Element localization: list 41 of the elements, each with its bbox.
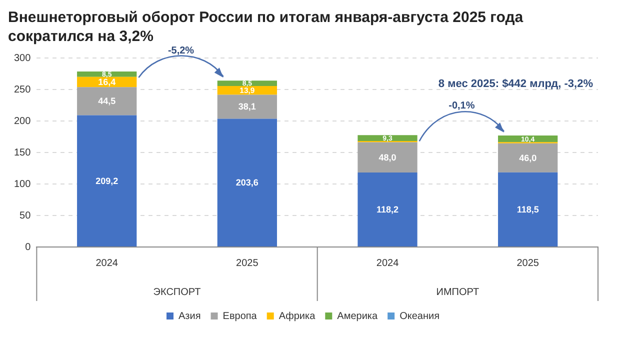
bar	[358, 135, 418, 142]
legend-label: Азия	[178, 310, 201, 322]
y-tick-label: 200	[14, 116, 32, 127]
data-label: 48,0	[378, 152, 396, 162]
data-label: 38,1	[238, 102, 256, 112]
y-tick-label: 300	[14, 52, 32, 64]
legend-label: Африка	[278, 310, 316, 322]
annotation: -0,1%	[448, 100, 475, 112]
x-tick-label: 2025	[516, 258, 540, 269]
x-tick-label: 2025	[236, 258, 259, 269]
data-label: 44,5	[98, 96, 116, 106]
bar	[498, 172, 558, 246]
data-label: 203,6	[236, 178, 258, 188]
x-tick-label: 2024	[96, 258, 118, 269]
legend-label: Америка	[337, 310, 378, 322]
annotation: 8 мес 2025: $442 млрд, -3,2%	[438, 78, 594, 90]
legend-label: Европа	[222, 310, 258, 322]
text: ИМПОРТ	[436, 286, 480, 298]
data-label: 118,5	[516, 204, 539, 214]
bar	[217, 94, 277, 119]
y-tick-label: 0	[25, 242, 32, 253]
y-tick-label: 50	[20, 210, 32, 222]
bar	[77, 115, 137, 246]
bar	[358, 172, 418, 246]
x-tick-label: 2024	[376, 258, 400, 269]
data-label: 209,2	[96, 176, 118, 186]
data-label: 16,4	[98, 76, 116, 87]
data-label: 118,2	[376, 204, 399, 214]
bar	[498, 143, 558, 172]
chart-title: Внешнеторговый оборот России по итогам января-августа 2025 года сократился на 3,2%	[8, 8, 524, 46]
legend-label: Океания	[400, 310, 440, 322]
y-tick-label: 250	[14, 84, 32, 96]
text: -5,2%	[168, 45, 194, 56]
data-label: 46,0	[519, 152, 537, 163]
bar	[217, 118, 277, 246]
bar	[77, 71, 137, 77]
text: ЭКСПОРТ	[153, 286, 201, 298]
y-tick-label: 100	[14, 178, 32, 190]
bar	[358, 142, 418, 173]
y-tick-label: 150	[14, 147, 32, 158]
bar	[77, 87, 137, 116]
